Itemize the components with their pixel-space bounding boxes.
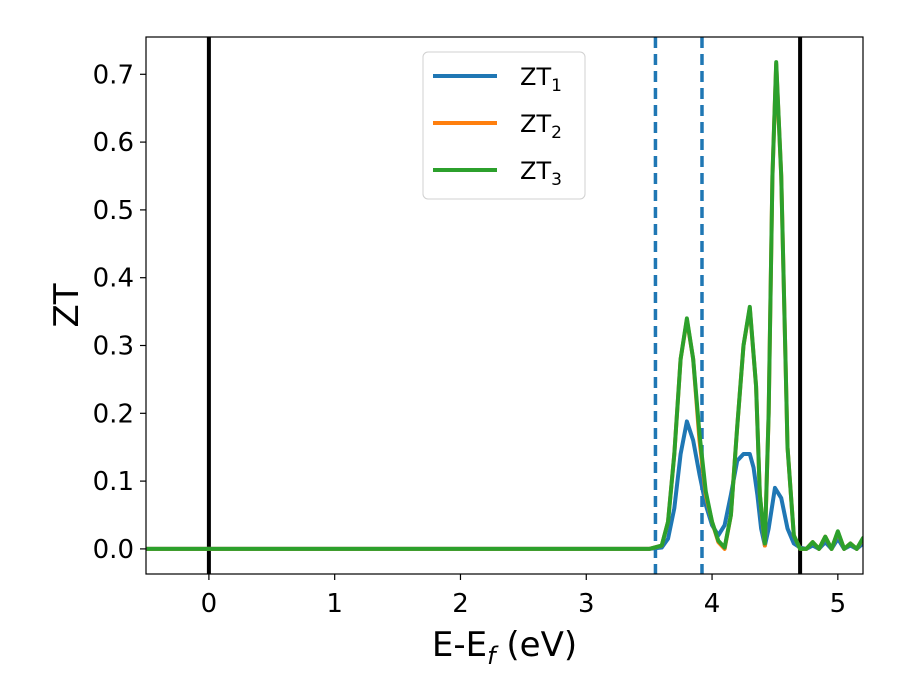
x-tick-label: 2 — [452, 589, 469, 619]
x-tick-label: 0 — [201, 589, 218, 619]
x-tick-label: 1 — [326, 589, 343, 619]
y-tick-label: 0.4 — [93, 264, 134, 294]
x-axis-label: E-Ef (eV) — [432, 625, 577, 670]
axes-frame — [145, 36, 864, 575]
x-tick-label: 5 — [830, 589, 847, 619]
legend-label-2: ZT2 — [520, 110, 562, 143]
legend-box — [422, 51, 586, 200]
plot-area — [146, 37, 863, 574]
y-axis-label: ZT — [47, 283, 87, 327]
series-line-1 — [146, 419, 863, 551]
legend: ZT1 ZT2 ZT3 — [422, 51, 586, 200]
y-tick-label: 0.1 — [93, 467, 134, 497]
y-tick-label: 0.0 — [93, 535, 134, 565]
y-tick-label: 0.5 — [93, 196, 134, 226]
x-tick-label: 3 — [578, 589, 595, 619]
legend-label-3: ZT3 — [520, 157, 562, 190]
y-tick-label: 0.3 — [93, 332, 134, 362]
y-tick-label: 0.2 — [93, 399, 134, 429]
y-tick-label: 0.7 — [93, 60, 134, 90]
axis-ticks: 0 1 2 3 4 5 0.0 0.1 0.2 0.3 0.4 0.5 0.6 0.7 — [93, 60, 846, 619]
x-tick-label: 4 — [704, 589, 721, 619]
legend-label-1: ZT1 — [520, 63, 562, 96]
y-tick-label: 0.6 — [93, 128, 134, 158]
series-line-3 — [146, 60, 863, 551]
